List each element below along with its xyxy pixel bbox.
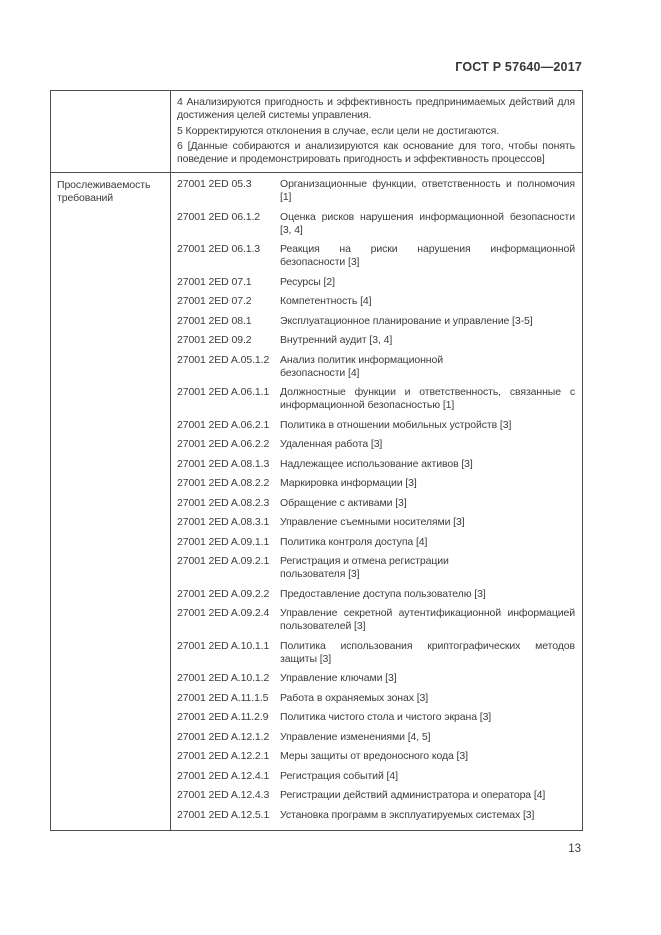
table-row: 27001 2ED 07.1 Ресурсы [2] <box>177 276 575 289</box>
requirement-description: Управление изменениями [4, 5] <box>280 730 431 743</box>
table-row: 27001 2ED A.09.2.1 Регистрация и отмена … <box>177 555 575 581</box>
continuation-paragraph: 6 [Данные собираются и анализируются как… <box>177 140 575 165</box>
table-row: 27001 2ED A.06.1.1 Должностные функции и… <box>177 386 575 412</box>
table-row: 27001 2ED A.12.4.1 Регистрация событий [… <box>177 770 575 783</box>
requirement-description: Регистрация и отмена регистрации пользов… <box>280 555 449 580</box>
requirement-code: 27001 2ED A.12.1.2 <box>177 730 270 743</box>
requirement-description: Анализ политик информационной безопаснос… <box>280 353 443 379</box>
requirement-code: 27001 2ED 07.1 <box>177 275 252 288</box>
requirement-description: Установка программ в эксплуатируемых сис… <box>280 808 535 821</box>
requirement-code: 27001 2ED A.05.1.2 <box>177 353 270 366</box>
requirement-code: 27001 2ED 09.2 <box>177 334 252 346</box>
table-row: 27001 2ED 08.1 Эксплуатационное планиров… <box>177 315 575 328</box>
empty-label-cell <box>51 91 171 172</box>
requirement-description: Реакция на риски нарушения информационно… <box>280 243 575 268</box>
requirement-description: Внутренний аудит [3, 4] <box>280 334 393 346</box>
requirement-code: 27001 2ED A.11.2.9 <box>177 711 269 723</box>
requirement-code: 27001 2ED A.10.1.1 <box>177 639 270 652</box>
requirement-description: Регистрации действий администратора и оп… <box>280 789 546 801</box>
table-row: 27001 2ED A.06.2.2 Удаленная работа [3] <box>177 438 575 451</box>
table-row: 27001 2ED A.08.1.3 Надлежащее использова… <box>177 458 575 471</box>
requirement-code: 27001 2ED A.09.1.1 <box>177 535 270 548</box>
requirement-description: Компетентность [4] <box>280 295 372 307</box>
requirement-description: Эксплуатационное планирование и управлен… <box>280 314 533 327</box>
table-row: 27001 2ED A.10.1.1 Политика использовани… <box>177 640 575 666</box>
table-row: 27001 2ED 06.1.3 Реакция на риски наруше… <box>177 243 575 269</box>
requirement-code: 27001 2ED 06.1.2 <box>177 210 261 223</box>
requirement-code: 27001 2ED 06.1.3 <box>177 243 261 255</box>
requirement-code: 27001 2ED A.11.1.5 <box>177 691 269 704</box>
requirement-code: 27001 2ED A.08.1.3 <box>177 457 270 470</box>
requirement-description: Управление секретной аутентификационной … <box>280 607 575 632</box>
requirement-description: Обращение с активами [3] <box>280 496 407 509</box>
entries-list: 27001 2ED 05.3 Организационные функции, … <box>171 173 582 830</box>
requirement-code: 27001 2ED A.08.2.3 <box>177 496 270 509</box>
requirement-description: Политика использования криптографических… <box>280 639 575 665</box>
table-row: 27001 2ED A.09.2.4 Управление секретной … <box>177 607 575 633</box>
requirement-description: Управление съемными носителями [3] <box>280 516 465 528</box>
table-row: 27001 2ED A.12.1.2 Управление изменениям… <box>177 731 575 744</box>
requirement-description: Предоставление доступа пользователю [3] <box>280 587 486 600</box>
requirement-code: 27001 2ED A.08.3.1 <box>177 516 270 528</box>
requirement-description: Должностные функции и ответственность, с… <box>280 386 575 411</box>
page-number: 13 <box>568 843 581 855</box>
continuation-paragraph: 4 Анализируются пригодность и эффективно… <box>177 96 575 121</box>
table-row: 27001 2ED A.12.4.3 Регистрации действий … <box>177 789 575 802</box>
requirement-code: 27001 2ED A.12.2.1 <box>177 750 270 762</box>
table-row: 27001 2ED A.06.2.1 Политика в отношении … <box>177 419 575 432</box>
table-row: 27001 2ED A.10.1.2 Управление ключами [3… <box>177 672 575 685</box>
requirement-code: 27001 2ED A.12.5.1 <box>177 808 270 821</box>
table-row: 27001 2ED A.11.2.9 Политика чистого стол… <box>177 711 575 724</box>
traceability-label: Прослеживаемость требований <box>51 173 171 830</box>
requirement-code: 27001 2ED 07.2 <box>177 295 252 307</box>
table-continuation-row: 4 Анализируются пригодность и эффективно… <box>51 91 582 173</box>
table-row: 27001 2ED A.12.5.1 Установка программ в … <box>177 809 575 822</box>
table-row: 27001 2ED A.09.1.1 Политика контроля дос… <box>177 536 575 549</box>
requirement-description: Регистрация событий [4] <box>280 769 398 782</box>
requirement-description: Работа в охраняемых зонах [3] <box>280 691 429 704</box>
table-row: 27001 2ED A.08.2.2 Маркировка информации… <box>177 477 575 490</box>
table-row: 27001 2ED 09.2 Внутренний аудит [3, 4] <box>177 334 575 347</box>
continuation-paragraphs-cell: 4 Анализируются пригодность и эффективно… <box>171 91 582 172</box>
requirement-description: Меры защиты от вредоносного кода [3] <box>280 750 468 762</box>
requirement-code: 27001 2ED A.12.4.1 <box>177 769 270 782</box>
table-row: 27001 2ED A.08.3.1 Управление съемными н… <box>177 516 575 529</box>
continuation-paragraph: 5 Корректируются отклонения в случае, ес… <box>177 124 500 137</box>
table-row: 27001 2ED 07.2 Компетентность [4] <box>177 295 575 308</box>
requirement-description: Политика в отношении мобильных устройств… <box>280 418 512 431</box>
table-row: 27001 2ED A.05.1.2 Анализ политик информ… <box>177 354 575 380</box>
requirement-code: 27001 2ED A.09.2.4 <box>177 607 270 619</box>
requirement-code: 27001 2ED 08.1 <box>177 314 252 327</box>
table-row: 27001 2ED A.12.2.1 Меры защиты от вредон… <box>177 750 575 763</box>
traceability-row: Прослеживаемость требований 27001 2ED 05… <box>51 173 582 830</box>
table-row: 27001 2ED 05.3 Организационные функции, … <box>177 178 575 204</box>
document-header-title: ГОСТ Р 57640—2017 <box>455 60 582 74</box>
requirement-code: 27001 2ED A.09.2.2 <box>177 587 270 600</box>
requirement-code: 27001 2ED A.08.2.2 <box>177 477 270 489</box>
requirement-code: 27001 2ED A.09.2.1 <box>177 555 270 567</box>
requirement-code: 27001 2ED 05.3 <box>177 178 252 190</box>
table-row: 27001 2ED A.11.1.5 Работа в охраняемых з… <box>177 692 575 705</box>
requirement-description: Политика контроля доступа [4] <box>280 535 428 548</box>
table-row: 27001 2ED 06.1.2 Оценка рисков нарушения… <box>177 211 575 237</box>
requirement-code: 27001 2ED A.06.1.1 <box>177 386 270 398</box>
requirement-description: Маркировка информации [3] <box>280 477 417 489</box>
table-row: 27001 2ED A.09.2.2 Предоставление доступ… <box>177 588 575 601</box>
requirement-code: 27001 2ED A.10.1.2 <box>177 672 270 684</box>
requirement-code: 27001 2ED A.12.4.3 <box>177 789 270 801</box>
requirement-description: Надлежащее использование активов [3] <box>280 457 473 470</box>
requirement-code: 27001 2ED A.06.2.2 <box>177 438 270 450</box>
requirement-description: Оценка рисков нарушения информационной б… <box>280 210 575 236</box>
requirements-table: 4 Анализируются пригодность и эффективно… <box>50 90 583 831</box>
table-row: 27001 2ED A.08.2.3 Обращение с активами … <box>177 497 575 510</box>
requirement-description: Организационные функции, ответственность… <box>280 178 575 203</box>
requirement-description: Управление ключами [3] <box>280 672 397 684</box>
requirement-description: Ресурсы [2] <box>280 275 335 288</box>
requirement-description: Политика чистого стола и чистого экрана … <box>280 711 492 723</box>
requirement-description: Удаленная работа [3] <box>280 438 383 450</box>
requirement-code: 27001 2ED A.06.2.1 <box>177 418 270 431</box>
